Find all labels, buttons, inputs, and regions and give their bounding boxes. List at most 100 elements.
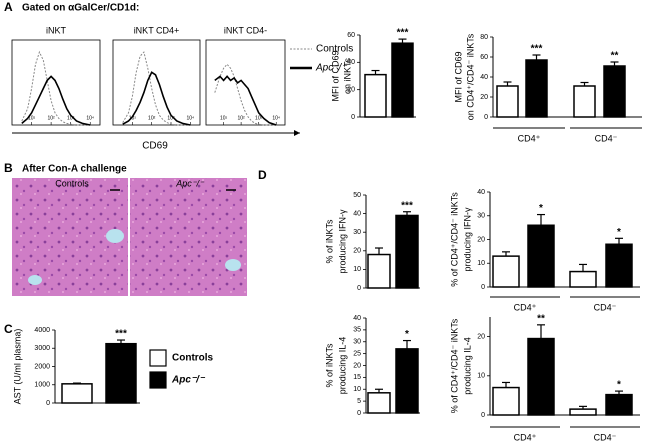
- bar: [569, 408, 597, 416]
- y-tick-label: 30: [353, 229, 361, 236]
- bar: [364, 73, 387, 118]
- y-tick-label: 20: [353, 362, 361, 369]
- y-tick-label: 40: [480, 74, 488, 81]
- significance-label: ***: [397, 28, 409, 39]
- significance-label: *: [539, 203, 543, 214]
- histogram-line: [214, 63, 277, 126]
- x-tick-label: CD4⁺: [514, 432, 537, 442]
- y-tick-label: 4000: [34, 327, 50, 334]
- panel-label: C: [4, 322, 13, 336]
- x-tick-label: 10³: [67, 115, 75, 121]
- arrow-head: [294, 130, 300, 136]
- y-tick-label: 20: [353, 248, 361, 255]
- bar: [492, 386, 520, 416]
- x-tick-label: 10⁴: [86, 115, 94, 121]
- y-tick-label: 10: [353, 266, 361, 273]
- x-tick-label: 10⁴: [272, 115, 280, 121]
- y-axis-label: AST (U/ml plasma): [12, 329, 22, 405]
- y-tick-label: 20: [480, 94, 488, 101]
- y-axis-label: % of CD4⁺/CD4⁻ iNKTs: [449, 318, 459, 413]
- y-axis-label: MFI of CD69: [453, 51, 463, 102]
- y-tick-label: 30: [477, 213, 485, 220]
- histogram-line: [21, 50, 91, 126]
- plot-frame: [112, 39, 201, 126]
- y-axis-label: producing IL-4: [462, 337, 472, 395]
- histogram-line: [122, 51, 191, 126]
- y-tick-label: 0: [484, 114, 488, 121]
- x-tick-label: 10⁴: [186, 115, 194, 121]
- histogram-title: iNKT: [46, 25, 67, 35]
- y-axis-label: producing IFN-γ: [462, 207, 472, 272]
- panel-label: B: [4, 161, 13, 175]
- y-tick-label: 35: [353, 327, 361, 334]
- vessel: [28, 275, 42, 285]
- x-tick-label: CD4⁺: [514, 302, 537, 312]
- vessel: [106, 229, 124, 243]
- bar: [605, 243, 633, 288]
- y-tick-label: 25: [353, 350, 361, 357]
- y-tick-label: 15: [353, 374, 361, 381]
- vessel: [225, 259, 241, 271]
- y-axis-label: on CD4⁺/CD4⁻ iNKTs: [465, 33, 475, 120]
- bar: [395, 214, 419, 289]
- y-tick-label: 2000: [34, 363, 50, 370]
- x-tick-label: 10²: [148, 115, 156, 121]
- x-tick-label: CD4⁻: [595, 133, 618, 143]
- y-tick-label: 50: [353, 192, 361, 199]
- panel-heading: After Con-A challenge: [22, 164, 127, 175]
- y-axis-label: producing IL-4: [337, 337, 347, 395]
- y-tick-label: 30: [353, 339, 361, 346]
- y-tick-label: 0: [351, 114, 355, 121]
- legend-swatch: [149, 349, 167, 367]
- y-tick-label: 20: [477, 236, 485, 243]
- panel-heading: Gated on αGalCer/CD1d:: [22, 3, 139, 14]
- bar: [603, 65, 626, 118]
- significance-label: ***: [531, 44, 543, 55]
- legend-swatch: [149, 371, 167, 389]
- x-tick-label: 10²: [47, 115, 55, 121]
- y-axis-label: producing IFN-γ: [337, 209, 347, 274]
- bar: [105, 342, 137, 404]
- x-tick-label: 10¹: [28, 115, 36, 121]
- image-label: Apc⁻/⁻: [175, 178, 205, 188]
- y-tick-label: 3000: [34, 345, 50, 352]
- panel-label: D: [258, 168, 267, 182]
- y-tick-label: 5: [357, 398, 361, 405]
- plot-frame: [205, 39, 286, 126]
- y-tick-label: 40: [353, 315, 361, 322]
- y-axis-label: % of CD4⁺/CD4⁻ iNKTs: [449, 192, 459, 287]
- y-tick-label: 40: [347, 59, 355, 66]
- significance-label: *: [405, 329, 409, 340]
- histogram-line: [21, 75, 91, 126]
- bar: [496, 85, 519, 118]
- x-tick-label: 10¹: [220, 115, 228, 121]
- bar: [527, 224, 555, 288]
- x-tick-label: 10³: [255, 115, 263, 121]
- y-tick-label: 60: [347, 32, 355, 39]
- bar: [395, 348, 419, 414]
- bar: [573, 85, 596, 118]
- plot-frame: [11, 39, 101, 126]
- bar: [391, 42, 414, 118]
- image-label: Controls: [55, 178, 89, 188]
- histology-image: [130, 178, 247, 296]
- histogram-title: iNKT CD4+: [134, 25, 180, 35]
- y-tick-label: 0: [46, 400, 50, 407]
- bar: [367, 392, 391, 414]
- bar: [492, 255, 520, 288]
- significance-label: ***: [401, 200, 413, 211]
- bar: [525, 59, 548, 118]
- y-axis-label: % of iNKTs: [324, 343, 334, 388]
- legend-label: Controls: [316, 44, 353, 55]
- significance-label: *: [617, 380, 621, 391]
- y-tick-label: 20: [347, 87, 355, 94]
- y-tick-label: 0: [481, 412, 485, 419]
- significance-label: ***: [115, 329, 127, 340]
- significance-label: **: [611, 51, 619, 62]
- y-tick-label: 0: [481, 284, 485, 291]
- y-tick-label: 20: [477, 333, 485, 340]
- panel-label: A: [4, 0, 13, 14]
- legend-label: Apc⁻/⁻: [171, 375, 206, 386]
- significance-label: *: [617, 227, 621, 238]
